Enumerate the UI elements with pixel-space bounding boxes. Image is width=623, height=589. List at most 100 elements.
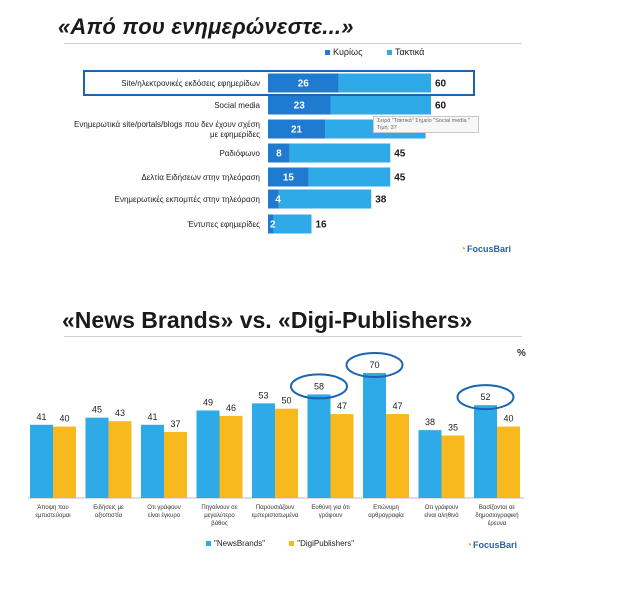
bar-value-label: 8 [276,149,282,160]
legend-item-primary: Κυρίως [325,47,362,57]
bar-digipublishers [275,408,298,498]
value-label-newsbrands: 45 [92,405,102,415]
x-tick-label: Άποψη που [37,505,68,511]
x-tick-label: Βασίζονται σε [479,505,516,511]
logo-text: FocusBari [467,244,512,254]
bar-regular [273,214,312,234]
bar-value-label: 15 [283,173,295,184]
x-tick-label: είναι αληθινό [424,512,459,519]
x-tick-label: είναι έγκυρο [148,512,181,519]
focusbari-logo-bottom: ◔FocusBari [466,540,517,551]
focusbari-logo-top: ◔FocusBari [460,244,511,255]
legend-swatch-icon [206,541,211,547]
bar-newsbrands [141,424,164,498]
x-tick-label: εμπεριστατωμένα [252,512,299,519]
value-label-digipublishers: 40 [503,414,513,424]
x-tick-label: αξιοπιστία [95,513,123,519]
x-tick-label: εμπιστεύομαι [35,513,71,519]
bar-value-label: 4 [275,195,281,206]
legend-label: "NewsBrands" [214,539,266,548]
bar-primary [268,214,274,234]
x-tick-label: Παρουσιάζουν [256,504,294,511]
value-label-newsbrands: 53 [258,390,268,400]
x-tick-label: δημοσιογραφική [475,512,518,519]
legend-item-newsbrands: "NewsBrands" [206,539,265,548]
bar-primary [268,119,326,139]
legend-label: Κυρίως [333,47,363,57]
bar-digipublishers [219,415,243,498]
category-label: Ενημερωτικές εκπομπές στην τηλεόραση [115,195,260,204]
value-label-newsbrands: 70 [369,360,379,370]
bar-value-label: 23 [294,101,306,112]
bar-regular [278,189,372,209]
logo-text: FocusBari [473,540,518,550]
value-label-digipublishers: 47 [392,401,402,411]
x-tick-label: Οτι γράφουν [425,504,458,511]
x-tick-label: Πηγαίνουν σε [201,505,237,511]
x-tick-label: έρευνα [488,520,507,527]
x-tick-label: Επώνυμη [373,505,399,511]
bar-total-label: 45 [394,149,406,160]
bar-value-label: 21 [291,125,303,136]
percent-label: % [517,348,526,359]
bottom-chart-title: «News Brands» vs. «Digi-Publishers» [62,307,473,333]
logo-ring-icon: ◔ [466,540,473,551]
bar-newsbrands [307,394,331,498]
category-label: Δελτία Ειδήσεων στην τηλεόραση [141,173,260,182]
legend-swatch-icon [289,541,295,547]
bar-total-label: 38 [375,195,387,206]
legend-label: "DigiPublishers" [297,539,355,548]
legend-item-digipublishers: "DigiPublishers" [289,539,354,548]
bar-digipublishers [164,431,187,498]
bottom-title-rule [64,336,522,337]
bar-digipublishers [386,414,409,498]
bar-value-label: 2 [270,220,276,231]
value-label-newsbrands: 41 [36,412,46,422]
x-tick-label: αρθρογραφία [368,513,404,519]
legend-swatch-icon [325,50,330,56]
bar-digipublishers [330,414,354,498]
legend-label: Τακτικά [394,47,425,57]
highlight-ellipse [456,384,515,411]
bar-value-label: 26 [298,79,310,90]
bar-primary [268,143,290,163]
highlight-ellipse [290,373,348,400]
bar-newsbrands [363,373,386,498]
legend-swatch-icon [386,50,392,56]
bar-primary [268,167,309,187]
bar-regular [308,167,391,187]
x-tick-label: βάθος [211,520,228,527]
x-tick-label: μεγαλύτερο [204,513,235,519]
bar-regular [338,73,431,93]
value-label-digipublishers: 40 [59,414,69,424]
bar-newsbrands [85,417,109,498]
value-label-digipublishers: 35 [448,423,458,433]
bar-digipublishers [497,426,520,498]
bar-digipublishers [53,426,76,498]
category-label: με εφημερίδες [210,130,260,139]
value-label-digipublishers: 46 [226,403,236,413]
x-tick-label: Οτι γράφουν [147,504,180,511]
bar-newsbrands [418,430,442,498]
value-label-digipublishers: 47 [337,401,347,411]
category-label: Ραδιόφωνο [219,149,260,158]
category-label: Social media [214,101,260,110]
logo-ring-icon: ◔ [460,244,467,255]
bar-primary [268,73,339,93]
bar-primary [268,189,279,209]
bar-total-label: 16 [315,220,327,231]
top-title-rule [64,43,522,44]
chart-tooltip: Σειρά "Τακτικά" Σημείο "Social media " Τ… [373,116,479,133]
value-label-digipublishers: 43 [115,408,125,418]
x-tick-label: γράφουν [319,512,342,519]
value-label-newsbrands: 52 [480,392,490,402]
x-tick-label: Ειδήσεις με [93,504,124,511]
legend-item-regular: Τακτικά [386,47,425,57]
bar-total-label: 60 [435,101,447,112]
value-label-digipublishers: 37 [170,419,180,429]
top-chart-title: «Από που ενημερώνεστε...» [58,14,354,39]
top-chart-legend: Κυρίως Τακτικά [325,47,446,57]
bar-newsbrands [474,405,497,498]
value-label-newsbrands: 38 [425,417,435,427]
